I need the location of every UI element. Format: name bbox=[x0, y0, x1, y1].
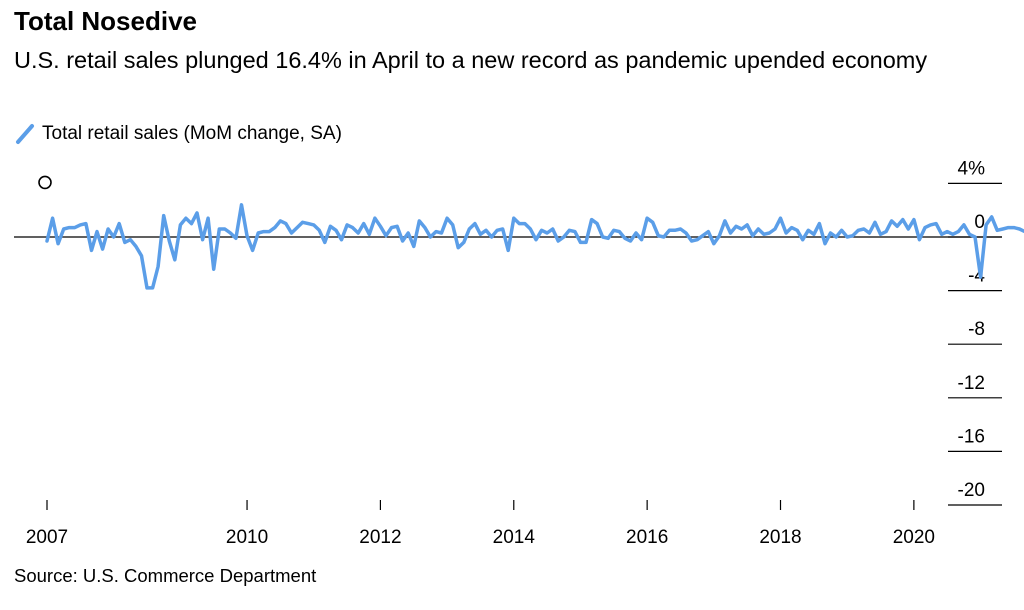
chart-title: Total Nosedive bbox=[14, 6, 198, 36]
y-tick-label: 0 bbox=[974, 212, 985, 233]
y-tick-label: -20 bbox=[958, 480, 985, 501]
chart-subtitle: U.S. retail sales plunged 16.4% in April… bbox=[14, 47, 928, 73]
legend-line-icon bbox=[16, 124, 34, 144]
chart-legend: Total retail sales (MoM change, SA) bbox=[14, 120, 342, 148]
x-tick-label: 2018 bbox=[759, 527, 801, 548]
source-note: Source: U.S. Commerce Department bbox=[14, 565, 317, 586]
legend-label: Total retail sales (MoM change, SA) bbox=[42, 123, 342, 144]
y-tick-label: -8 bbox=[968, 319, 985, 340]
x-tick-label: 2014 bbox=[493, 527, 536, 548]
open-circle-marker bbox=[38, 175, 52, 190]
series-line-total-retail-sales bbox=[45, 203, 1024, 290]
x-tick-label: 2012 bbox=[359, 527, 401, 548]
y-tick-label: -12 bbox=[958, 373, 985, 394]
y-tick-label: 4% bbox=[958, 158, 986, 179]
x-tick-label: 2016 bbox=[626, 527, 668, 548]
x-tick-label: 2020 bbox=[893, 527, 935, 548]
x-tick-label: 2007 bbox=[26, 527, 68, 548]
x-tick-label: 2010 bbox=[226, 527, 268, 548]
y-tick-label: -16 bbox=[958, 426, 985, 447]
